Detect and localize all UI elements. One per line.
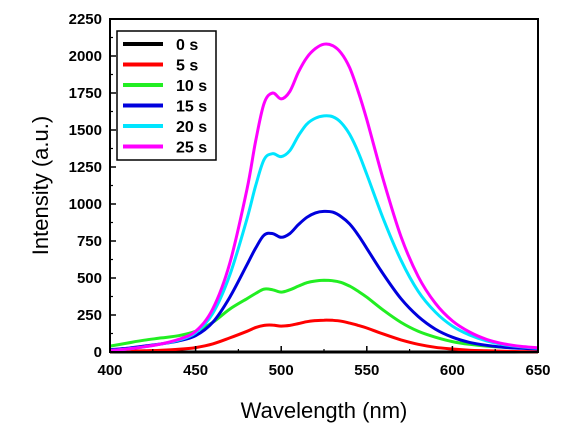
y-axis-title: Intensity (a.u.) — [28, 116, 53, 255]
y-tick-label: 500 — [77, 270, 102, 287]
x-axis: 400 450 500 550 600 650 — [97, 346, 551, 379]
legend-label: 15 s — [176, 99, 207, 116]
x-tick-label: 650 — [525, 362, 550, 379]
series-line-1 — [109, 318, 539, 354]
legend-label: 5 s — [176, 58, 198, 75]
x-tick-label: 500 — [269, 362, 294, 379]
plot-lines — [109, 42, 539, 354]
x-tick-label: 400 — [97, 362, 122, 379]
series-line-5 — [109, 42, 539, 352]
legend: 0 s 5 s 10 s 15 s 20 s 25 s — [116, 30, 217, 161]
x-tick-label: 550 — [354, 362, 379, 379]
legend-label: 10 s — [176, 78, 207, 95]
y-axis: 0 250 500 750 1000 1250 1500 1750 2000 2250 — [69, 11, 116, 361]
x-tick-label: 600 — [440, 362, 465, 379]
legend-box — [116, 30, 217, 161]
y-tick-label: 1750 — [69, 85, 102, 102]
x-tick-label: 450 — [183, 362, 208, 379]
y-tick-label: 1500 — [69, 122, 102, 139]
y-tick-label: 0 — [94, 344, 102, 361]
y-tick-label: 750 — [77, 233, 102, 250]
series-line-3 — [109, 209, 539, 352]
y-tick-label: 250 — [77, 307, 102, 324]
legend-label: 0 s — [176, 37, 198, 54]
y-tick-label: 1250 — [69, 159, 102, 176]
y-tick-label: 2250 — [69, 11, 102, 28]
x-axis-title: Wavelength (nm) — [241, 398, 408, 423]
legend-label: 20 s — [176, 119, 207, 136]
legend-label: 25 s — [176, 140, 207, 157]
y-tick-label: 2000 — [69, 48, 102, 65]
y-tick-label: 1000 — [69, 196, 102, 213]
